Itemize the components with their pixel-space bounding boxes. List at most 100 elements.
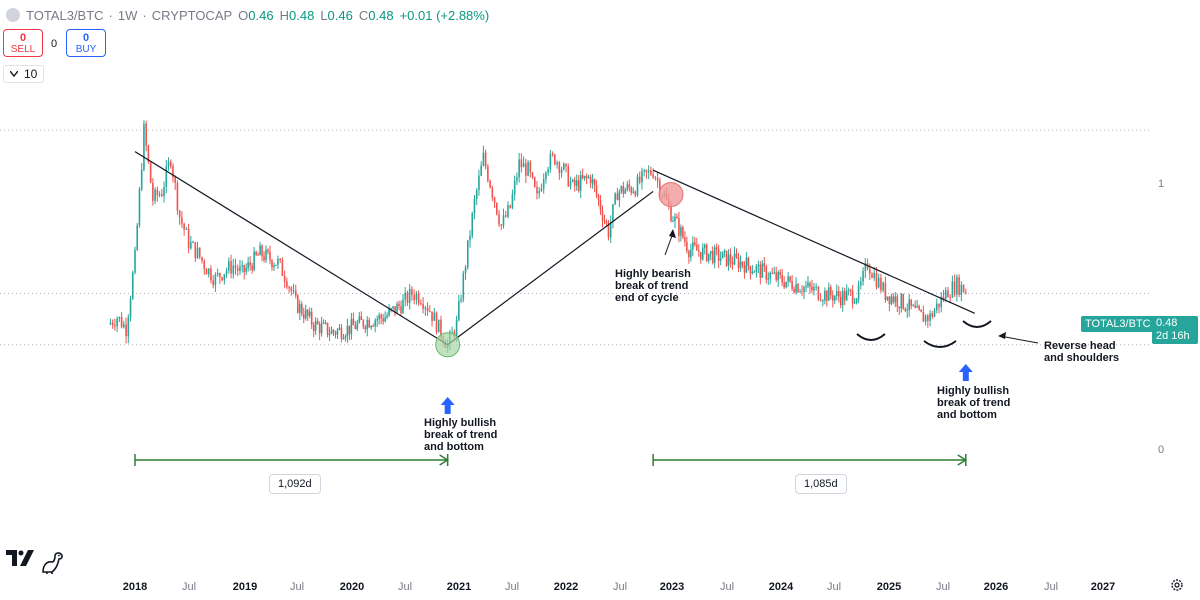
candle-body	[167, 161, 170, 167]
candle-body	[958, 277, 960, 295]
candle-body	[824, 291, 826, 301]
indicators-toggle[interactable]: 10	[3, 65, 45, 83]
candle-body	[138, 189, 141, 226]
candle-body	[384, 317, 386, 322]
candle-body	[500, 224, 503, 226]
candle-body	[847, 290, 850, 292]
dino-icon[interactable]	[40, 551, 66, 575]
candle-body	[356, 322, 359, 329]
low-label: L	[320, 7, 328, 23]
candle-body	[743, 265, 746, 273]
time-axis-label: 2026	[983, 581, 1009, 593]
candle-body	[275, 264, 277, 266]
gear-icon[interactable]	[1170, 578, 1184, 592]
candle-body	[892, 296, 895, 303]
candle-body	[828, 287, 830, 301]
close-label: C	[358, 7, 369, 23]
candle-body	[380, 315, 382, 319]
candle-body	[759, 264, 762, 278]
candle-body	[273, 265, 275, 268]
candle-body	[308, 311, 311, 316]
candle-body	[652, 174, 654, 178]
candle-body	[965, 292, 967, 294]
candle-body	[111, 322, 114, 326]
candle-body	[158, 194, 161, 196]
date-range-label[interactable]: 1,085d	[795, 474, 847, 494]
candle-body	[864, 263, 867, 272]
candle-body	[493, 197, 496, 203]
candle-body	[797, 284, 799, 293]
candle-body	[929, 313, 931, 321]
indicators-count: 10	[24, 67, 38, 81]
candle-body	[221, 277, 223, 281]
candle-body	[674, 216, 676, 222]
sell-button[interactable]: 0 SELL	[3, 29, 43, 57]
tradingview-logo-icon[interactable]	[6, 548, 36, 568]
candle-body	[747, 257, 750, 267]
trendlines-group	[134, 151, 975, 346]
time-axis-label: Jul	[612, 581, 628, 593]
candle-body	[518, 159, 520, 178]
candle-body	[912, 305, 914, 307]
chevron-down-icon	[10, 71, 18, 77]
candle-body	[324, 322, 327, 324]
candle-body	[931, 313, 934, 317]
candle-body	[230, 261, 232, 274]
candle-body	[737, 257, 740, 269]
candle-body	[538, 190, 541, 194]
spread-value: 0	[51, 38, 58, 50]
annotation-line: and bottom	[424, 441, 484, 453]
candle-body	[288, 287, 290, 289]
right-shoulder-curve	[962, 320, 992, 328]
candle-body	[801, 291, 803, 293]
candle-body	[478, 175, 480, 191]
trendline	[447, 190, 654, 346]
date-range-label[interactable]: 1,092d	[269, 474, 321, 494]
candle-body	[803, 286, 805, 293]
annotation-line: break of trend	[424, 429, 498, 441]
candle-body	[839, 296, 842, 306]
candle-body	[654, 177, 657, 179]
candle-body	[672, 221, 674, 223]
candle-body	[922, 312, 925, 322]
candle-body	[781, 274, 783, 283]
annotation-reverse-head-shoulders: Reverse head and shoulders	[1044, 340, 1119, 364]
candle-body	[243, 265, 245, 273]
candle-body	[645, 169, 648, 173]
candle-body	[715, 247, 718, 250]
buy-button[interactable]: 0 BUY	[66, 29, 106, 57]
candle-body	[330, 330, 333, 334]
candle-body	[435, 312, 438, 333]
candle-body	[835, 291, 838, 296]
candle-body	[271, 260, 273, 268]
candle-body	[392, 306, 394, 309]
candle-body	[753, 271, 756, 273]
candle-body	[314, 321, 317, 331]
interval[interactable]: 1W	[117, 7, 138, 23]
candle-body	[316, 321, 319, 325]
bottom-highlight-circle	[435, 332, 461, 358]
candle-body	[192, 242, 194, 244]
candle-body	[388, 308, 390, 316]
candle-body	[873, 272, 876, 278]
candle-body	[165, 166, 168, 188]
candle-body	[531, 172, 534, 178]
candle-body	[198, 247, 201, 258]
candle-body	[295, 290, 297, 296]
candle-body	[880, 277, 882, 291]
candle-body	[956, 277, 958, 295]
arrow-up-icon	[958, 364, 973, 381]
candle-body	[507, 205, 509, 217]
candle-body	[910, 299, 913, 306]
annotation-bullish-2025: Highly bullish break of trend and bottom	[937, 385, 1010, 421]
candle-body	[420, 303, 422, 305]
candle-body	[422, 303, 424, 309]
symbol-name[interactable]: TOTAL3/BTC	[26, 7, 104, 23]
candle-body	[697, 250, 700, 252]
candle-body	[554, 154, 556, 165]
candle-body	[344, 336, 347, 339]
candle-body	[719, 258, 722, 261]
candle-body	[190, 242, 192, 249]
candle-body	[484, 152, 487, 167]
